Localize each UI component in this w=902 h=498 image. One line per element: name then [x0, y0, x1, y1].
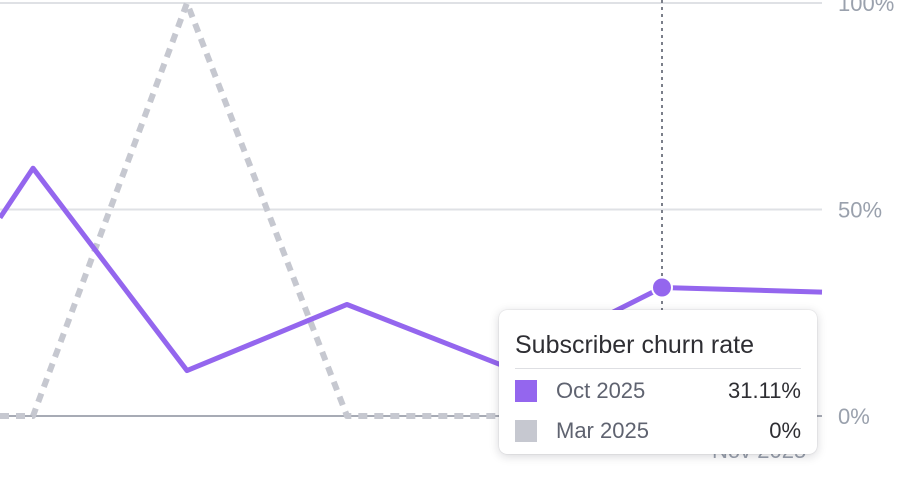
tooltip-title: Subscriber churn rate — [515, 328, 801, 369]
tooltip-row-oct-2025: Oct 2025 31.11% — [515, 373, 801, 409]
legend-swatch-mar-2025 — [515, 420, 537, 442]
chart-tooltip: Subscriber churn rate Oct 2025 31.11% Ma… — [499, 310, 817, 454]
tooltip-row-value: 0% — [769, 418, 801, 443]
series-line-mar-2025 — [0, 0, 822, 419]
y-tick-label: 0% — [838, 404, 870, 429]
highlight-point — [651, 276, 673, 299]
y-tick-label: 50% — [838, 198, 882, 223]
tooltip-row-mar-2025: Mar 2025 0% — [515, 413, 801, 449]
y-tick-label: 100% — [838, 0, 894, 16]
tooltip-row-value: 31.11% — [728, 378, 801, 403]
tooltip-row-label: Oct 2025 — [556, 378, 646, 403]
tooltip-row-label: Mar 2025 — [556, 418, 649, 443]
legend-swatch-oct-2025 — [515, 380, 537, 402]
